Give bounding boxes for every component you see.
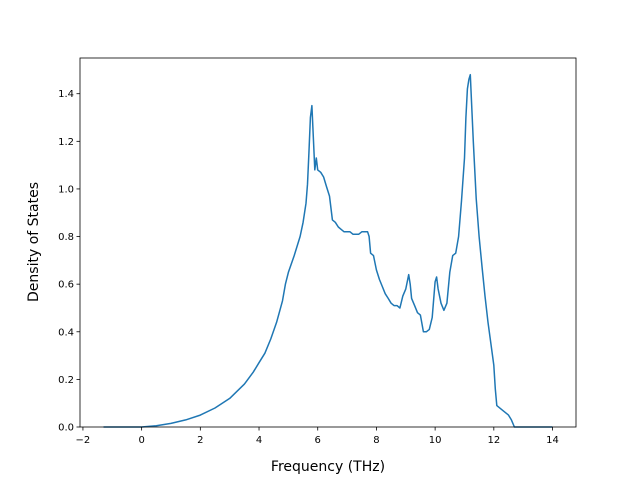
y-tick-label: 1.4: [58, 89, 74, 100]
y-tick-label: 1.0: [58, 184, 74, 195]
axes-frame: [79, 57, 577, 428]
y-axis-ticks: 0.0 0.2 0.4 0.6 0.8 1.0 1.2 1.4: [58, 89, 80, 434]
series-line-0: [103, 73, 553, 428]
x-tick-label: 12: [487, 435, 500, 446]
y-tick-label: 0.8: [58, 232, 74, 243]
y-tick-label: 0.4: [58, 327, 74, 338]
x-axis-title: Frequency (THz): [271, 459, 385, 475]
x-tick-label: 14: [546, 435, 559, 446]
x-axis-ticks: −2 0 2 4 6 8 10 12 14: [76, 427, 559, 446]
x-tick-label: 0: [138, 435, 144, 446]
y-tick-label: 0.2: [58, 375, 74, 386]
y-tick-label: 1.2: [58, 137, 74, 148]
y-tick-label: 0.0: [58, 423, 74, 434]
x-tick-label: 10: [429, 435, 442, 446]
x-tick-label: 4: [256, 435, 262, 446]
x-tick-label: 6: [315, 435, 321, 446]
x-tick-label: 8: [373, 435, 379, 446]
y-tick-label: 0.6: [58, 280, 74, 291]
x-tick-label: 2: [197, 435, 203, 446]
plot-area: [79, 57, 577, 428]
x-tick-label: −2: [76, 435, 91, 446]
y-axis-title: Density of States: [26, 182, 42, 302]
